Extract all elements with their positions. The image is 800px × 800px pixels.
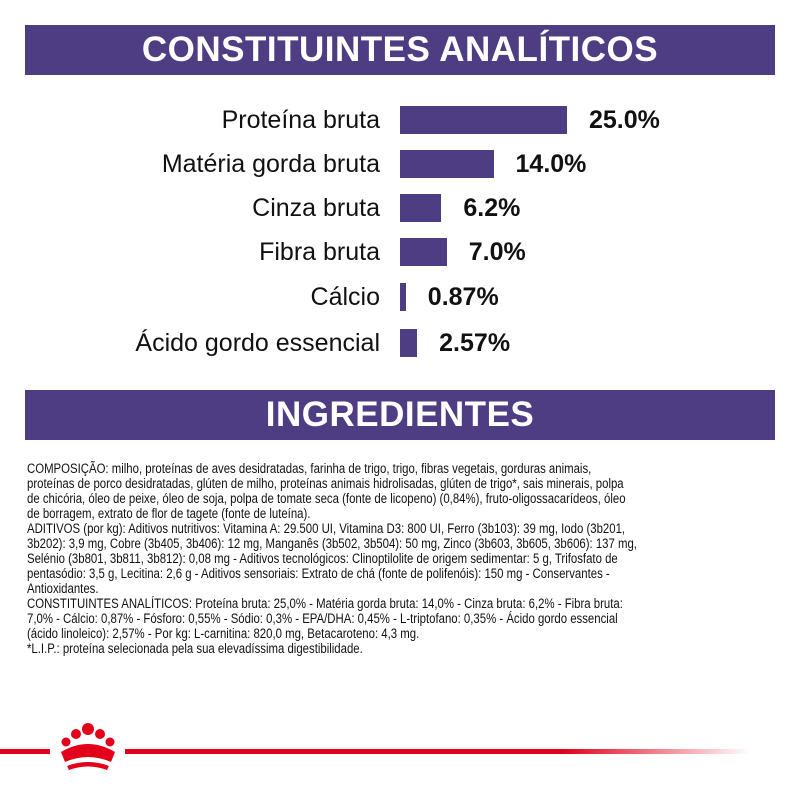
footer-line-right (125, 749, 750, 754)
footer-line-left (0, 749, 50, 754)
analytics-bar (400, 106, 567, 134)
analytics-bar (400, 283, 406, 311)
analytics-label: Fibra bruta (259, 238, 380, 266)
ingredients-line: 7,0% - Cálcio: 0,87% - Fósforo: 0,55% - … (27, 611, 618, 626)
analytics-value: 6.2% (463, 194, 521, 222)
analytics-value: 2.57% (439, 329, 511, 357)
analytics-label: Ácido gordo essencial (135, 329, 380, 357)
analytics-bar (400, 194, 442, 222)
ingredients-line: (ácido linoleico): 2,57% - Por kg: L-car… (27, 626, 420, 641)
analytics-row: Ácido gordo essencial 2.57% (0, 328, 800, 358)
analytics-row: Cálcio 0.87% (0, 282, 800, 312)
analytics-row: Fibra bruta 7.0% (0, 237, 800, 267)
analytics-label: Matéria gorda bruta (161, 150, 380, 178)
analytics-row: Matéria gorda bruta 14.0% (0, 149, 800, 179)
ingredients-line: COMPOSIÇÃO: milho, proteínas de aves des… (27, 461, 592, 476)
analytics-value: 7.0% (468, 238, 526, 266)
ingredients-title-banner: INGREDIENTES (25, 390, 775, 440)
ingredients-line: Selénio (3b801, 3b811, 3b812): 0,08 mg -… (27, 551, 618, 566)
ingredients-line: ADITIVOS (por kg): Aditivos nutritivos: … (27, 521, 626, 536)
analytics-label: Cinza bruta (252, 194, 380, 222)
analytics-value: 25.0% (589, 106, 660, 134)
ingredients-line: proteínas de porco desidratadas, glúten … (27, 476, 624, 491)
ingredients-line: de borragem, extrato de flor de tagete (… (27, 506, 311, 521)
ingredients-line: *L.I.P.: proteína selecionada pela sua e… (27, 641, 363, 656)
analytics-row: Cinza bruta 6.2% (0, 193, 800, 223)
ingredients-title: INGREDIENTES (265, 395, 535, 434)
ingredients-line: pentasódio: 3,5 g, Lecitina: 2,6 g - Adi… (27, 566, 610, 581)
analytics-title: CONSTITUINTES ANALÍTICOS (141, 30, 659, 69)
analytics-bar (400, 329, 418, 357)
analytics-label: Proteína bruta (221, 106, 380, 134)
ingredients-text: COMPOSIÇÃO: milho, proteínas de aves des… (27, 461, 775, 656)
analytics-value: 14.0% (515, 150, 587, 178)
ingredients-line: 3b202): 3,9 mg, Cobre (3b405, 3b406): 12… (27, 536, 637, 551)
analytics-title-banner: CONSTITUINTES ANALÍTICOS (25, 25, 775, 75)
analytics-bar (400, 238, 447, 266)
royal-canin-crown-logo (61, 723, 115, 770)
analytics-value: 0.87% (427, 283, 499, 311)
ingredients-line: Antioxidantes. (27, 581, 99, 596)
analytics-label: Cálcio (310, 283, 380, 311)
ingredients-line: CONSTITUINTES ANALÍTICOS: Proteína bruta… (27, 596, 623, 611)
ingredients-line: de chicória, óleo de peixe, óleo de soja… (27, 491, 626, 506)
analytics-bar (400, 150, 494, 178)
analytics-row: Proteína bruta 25.0% (0, 105, 800, 135)
